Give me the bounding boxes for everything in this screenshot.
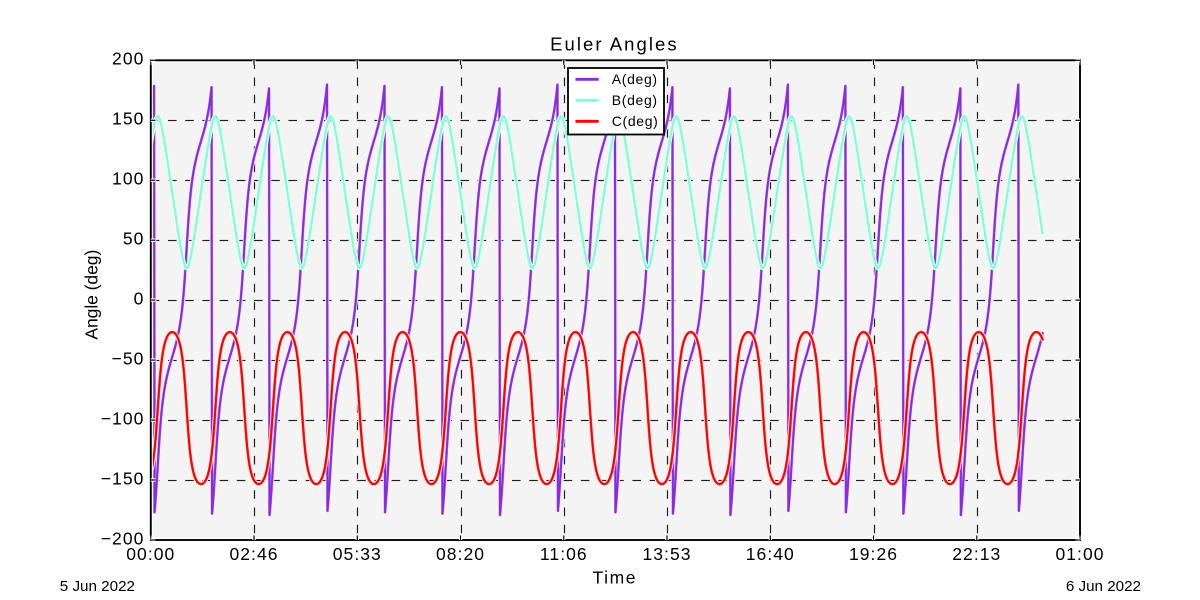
svg-text:22:13: 22:13 [952, 544, 1001, 564]
svg-text:16:40: 16:40 [746, 544, 795, 564]
svg-text:200: 200 [112, 49, 144, 69]
svg-text:A(deg): A(deg) [612, 71, 658, 87]
svg-text:05:33: 05:33 [333, 544, 382, 564]
svg-text:02:46: 02:46 [229, 544, 278, 564]
svg-text:50: 50 [123, 229, 145, 249]
svg-text:−200: −200 [101, 528, 145, 548]
svg-text:C(deg): C(deg) [612, 113, 659, 129]
svg-text:150: 150 [112, 109, 144, 129]
svg-text:01:00: 01:00 [1055, 544, 1104, 564]
svg-text:6 Jun 2022: 6 Jun 2022 [1066, 578, 1141, 595]
svg-text:11:06: 11:06 [540, 544, 588, 564]
svg-text:Time: Time [592, 568, 637, 588]
svg-text:19:26: 19:26 [849, 544, 898, 564]
svg-text:B(deg): B(deg) [612, 92, 658, 108]
svg-text:−100: −100 [101, 408, 145, 428]
svg-text:0: 0 [134, 288, 145, 308]
svg-text:13:53: 13:53 [642, 544, 691, 564]
svg-text:5 Jun 2022: 5 Jun 2022 [60, 578, 135, 595]
svg-text:00:00: 00:00 [126, 544, 175, 564]
svg-text:−50: −50 [112, 348, 145, 368]
svg-text:−150: −150 [101, 468, 145, 488]
svg-text:Euler Angles: Euler Angles [550, 34, 678, 55]
svg-text:100: 100 [112, 169, 144, 189]
svg-text:08:20: 08:20 [436, 544, 485, 564]
svg-text:Angle (deg): Angle (deg) [82, 250, 102, 340]
